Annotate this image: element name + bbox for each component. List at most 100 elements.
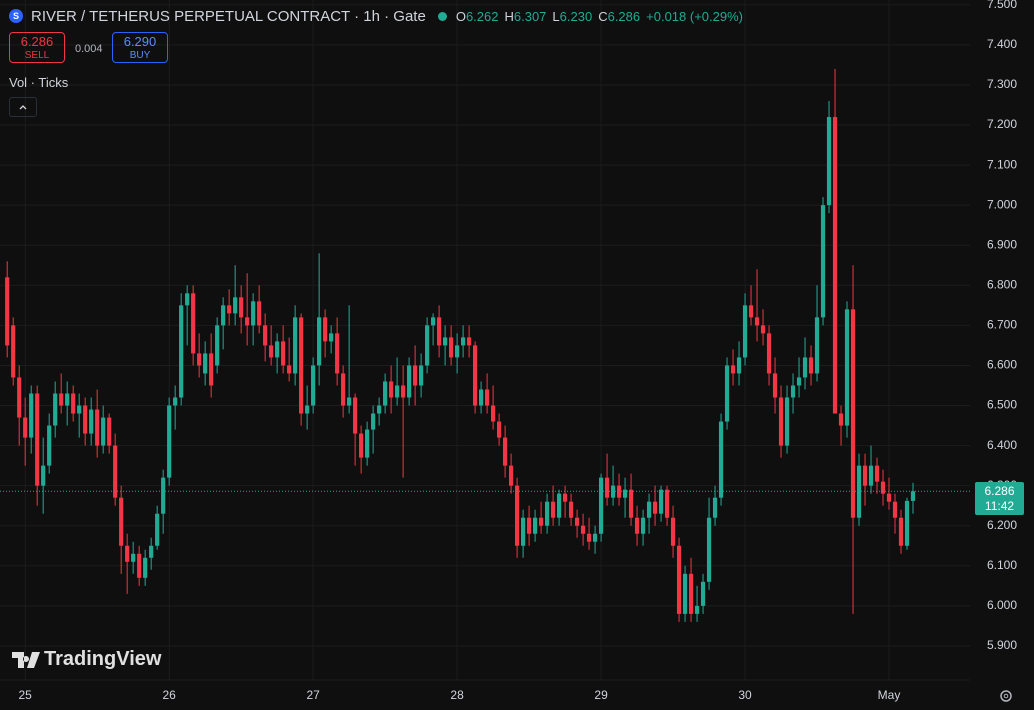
candle-body [784, 397, 790, 446]
x-tick-label: 29 [594, 688, 608, 702]
x-tick-label: 26 [162, 688, 176, 702]
open-value: 6.262 [465, 8, 499, 24]
candle-body [485, 389, 490, 406]
candle-body [353, 397, 358, 434]
x-tick-label: 30 [738, 688, 752, 702]
candle-body [299, 317, 304, 414]
candle-body [514, 485, 520, 546]
candle-body [610, 485, 616, 498]
candle-body [185, 293, 190, 306]
buy-button[interactable]: 6.290 BUY [112, 32, 168, 63]
candle-body [622, 489, 628, 498]
candle-body [826, 117, 832, 206]
candle-body [772, 373, 778, 398]
buy-label[interactable]: BUY [129, 50, 151, 61]
candle-body [706, 517, 712, 582]
candle-body [329, 333, 334, 342]
candle-body [886, 493, 892, 502]
candle-body [11, 325, 16, 378]
settings-icon[interactable] [1000, 690, 1012, 702]
sell-button[interactable]: 6.286 SELL [9, 32, 65, 63]
candle-body [305, 405, 310, 414]
candle-body [724, 365, 730, 422]
candle-body [287, 365, 292, 374]
change-value: +0.018 (+0.29%) [646, 8, 743, 24]
close-value: 6.286 [607, 8, 641, 24]
collapse-button[interactable] [9, 97, 37, 117]
candle-body [59, 393, 64, 406]
candle-body [592, 533, 598, 542]
candle-body [820, 205, 826, 318]
candle-body [47, 425, 52, 466]
candle-body [892, 501, 898, 518]
candle-body [646, 501, 652, 518]
candle-body [712, 497, 718, 518]
y-tick-label: 6.900 [987, 237, 1017, 251]
candle-body [730, 365, 736, 374]
candle-body [143, 557, 148, 578]
candle-body [700, 581, 706, 606]
indicator-label[interactable]: Vol · Ticks [9, 75, 69, 90]
candle-body [215, 325, 220, 366]
y-tick-label: 7.200 [987, 117, 1017, 131]
candle-body [634, 517, 640, 534]
x-tick-label: 28 [450, 688, 464, 702]
sell-label[interactable]: SELL [24, 50, 50, 61]
candle-body [850, 309, 856, 518]
y-tick-label: 6.600 [987, 358, 1017, 372]
chevron[interactable] [19, 105, 27, 110]
candle-body [245, 317, 250, 326]
candle-body [814, 317, 820, 374]
candle-body [664, 489, 670, 518]
high-label: H [504, 8, 514, 24]
chart-title[interactable]: RIVER / TETHERUS PERPETUAL CONTRACT · 1h… [31, 7, 426, 25]
candle-body [467, 337, 472, 346]
sell-price[interactable]: 6.286 [20, 34, 54, 49]
candle-body [197, 353, 202, 366]
y-tick-label: 6.400 [987, 438, 1017, 452]
candle-body [790, 385, 796, 398]
y-tick-label: 6.500 [987, 398, 1017, 412]
settings-gear-hub[interactable] [1003, 693, 1009, 699]
buy-price[interactable]: 6.290 [123, 34, 157, 49]
candle-body [676, 545, 682, 614]
settings-gear[interactable] [1000, 690, 1012, 702]
candle-body [844, 309, 850, 426]
candle-body [754, 317, 760, 326]
candle-body [526, 517, 532, 534]
candle-body [29, 393, 34, 438]
candle-body [203, 353, 208, 374]
candle-body [233, 297, 238, 314]
candle-body [101, 417, 106, 446]
watermark-logo-shape [12, 651, 40, 668]
high-value: 6.307 [513, 8, 547, 24]
candle-body [221, 305, 226, 326]
candle-body [227, 305, 232, 314]
candle-body [604, 477, 610, 498]
candle-body [335, 333, 340, 374]
candle-body [317, 317, 322, 366]
candle-body [682, 573, 688, 614]
y-tick-label: 6.000 [987, 598, 1017, 612]
candle-body [898, 517, 904, 546]
collapse-chevron[interactable] [10, 98, 36, 116]
candle-body [574, 517, 580, 526]
candle-body [580, 525, 586, 534]
y-tick-label: 7.100 [987, 157, 1017, 171]
candle-body [113, 445, 118, 498]
candle-body [862, 465, 868, 486]
candle-body [383, 381, 388, 406]
watermark-text: TradingView [44, 648, 162, 670]
candle-body [179, 305, 184, 398]
candle-body [856, 465, 862, 518]
last-price: 6.286 [984, 483, 1015, 498]
candle-body [652, 501, 658, 514]
candle-body [479, 389, 484, 406]
candle-body [293, 317, 298, 374]
candle-body [658, 489, 664, 514]
candle-body [365, 429, 370, 458]
candle-body [191, 293, 196, 354]
candle-body [149, 545, 154, 558]
candle-body [880, 481, 886, 494]
